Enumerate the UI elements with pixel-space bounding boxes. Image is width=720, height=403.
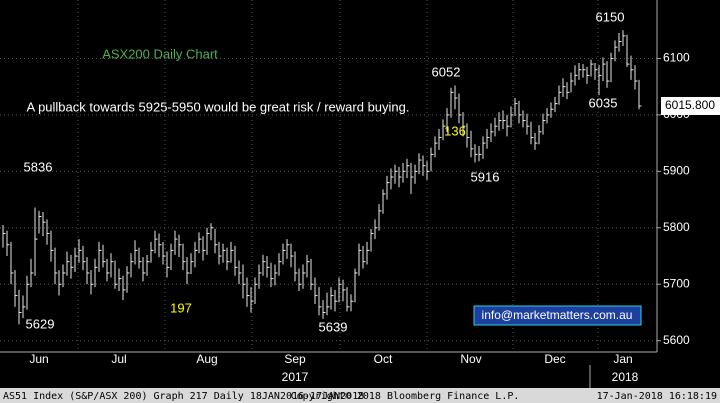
y-tick-label: 5700 [663, 276, 690, 290]
annotation: 5916 [471, 169, 500, 184]
x-tick-label: Aug [196, 352, 217, 366]
annotation: 6052 [432, 64, 461, 79]
annotation: 6150 [596, 9, 625, 24]
footer: Copyright© 2018 Bloomberg Finance L.P. [291, 391, 520, 402]
annotation: 197 [170, 300, 192, 315]
x-tick-label: Jan [613, 352, 632, 366]
x-tick-label: Oct [374, 352, 393, 366]
x-tick-label: Jul [111, 352, 126, 366]
y-tick-label: 5800 [663, 220, 690, 234]
last-price-box [661, 96, 720, 115]
footer-bar [0, 388, 720, 403]
x-group-label: 2018 [612, 370, 639, 384]
annotation: 5836 [24, 159, 53, 174]
annotation: 5629 [26, 316, 55, 331]
price-bars [2, 30, 642, 325]
x-tick-label: Dec [544, 352, 565, 366]
last-price-label: 6015.800 [665, 98, 715, 112]
x-tick-label: Jun [29, 352, 48, 366]
grid [0, 57, 657, 342]
x-tick-label: Sep [284, 352, 306, 366]
x-tick-label: Nov [460, 352, 481, 366]
annotation: 136 [444, 123, 466, 138]
x-group-label: 2017 [282, 370, 309, 384]
annotation: 6035 [589, 95, 618, 110]
y-tick-label: 6100 [663, 51, 690, 65]
footer: 17-Jan-2018 16:18:19 [597, 391, 717, 402]
y-tick-label: 5600 [663, 333, 690, 347]
annotation: A pullback towards 5925-5950 would be gr… [27, 99, 410, 114]
contact: info@marketmatters.com.au [482, 308, 633, 322]
annotation: 5639 [319, 319, 348, 334]
footer: AS51 Index (S&P/ASX 200) Graph 217 Daily… [3, 391, 364, 402]
y-tick-label: 5900 [663, 164, 690, 178]
contact-box [473, 305, 642, 326]
chart-title: ASX200 Daily Chart [102, 46, 218, 61]
